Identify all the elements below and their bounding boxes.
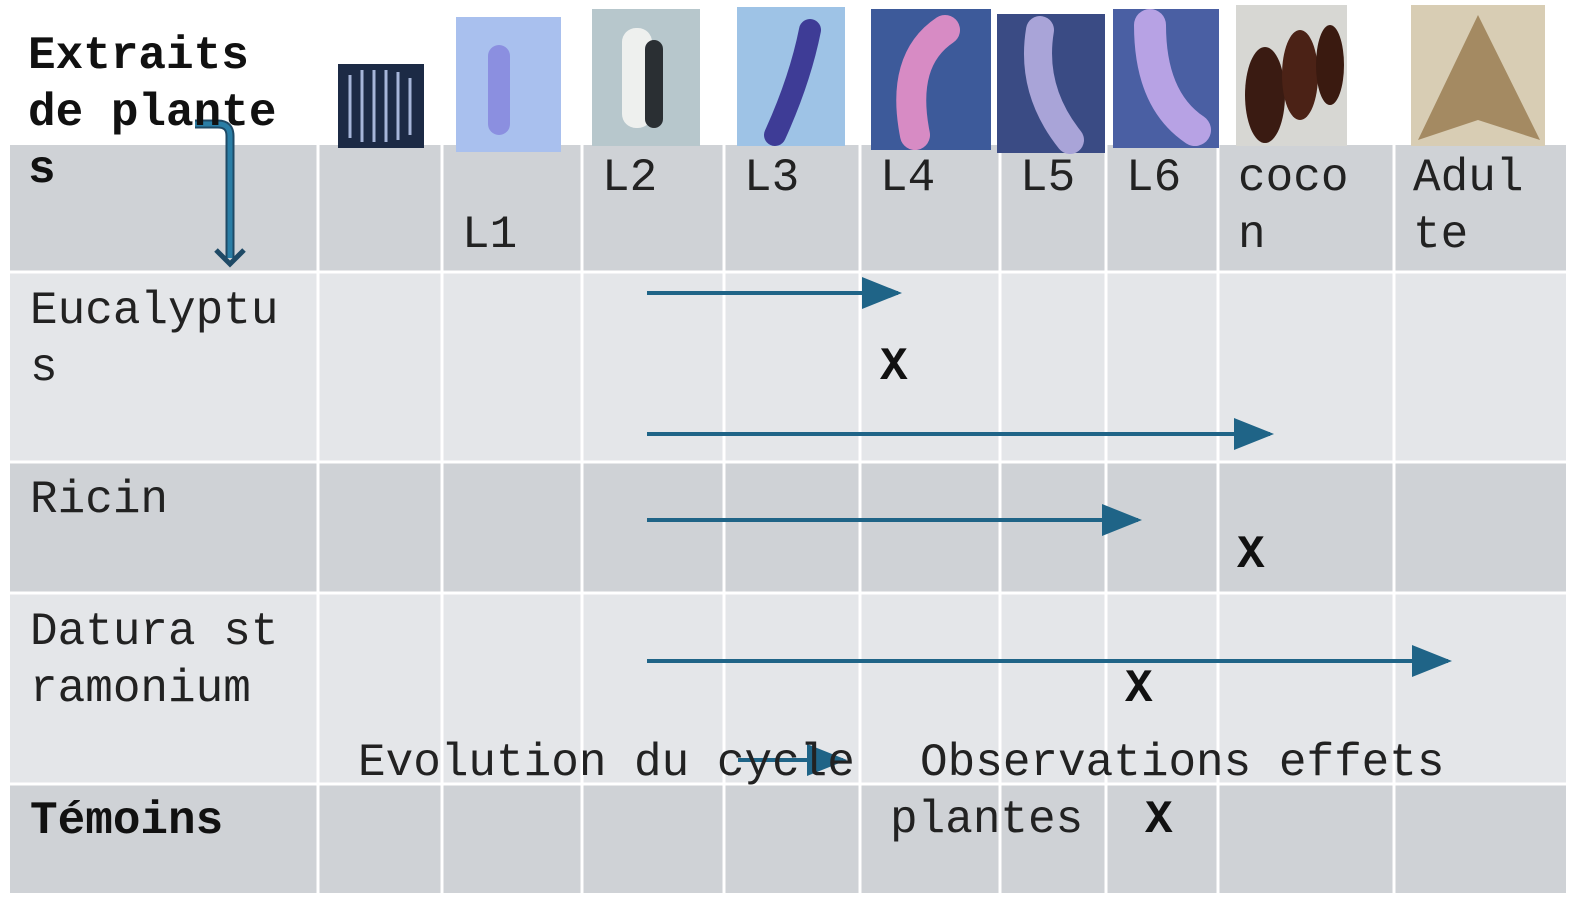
row-label: Ricin: [30, 472, 290, 529]
x-mark: X: [1125, 661, 1153, 718]
legend-x-text: Observations effets plantes: [890, 735, 1470, 849]
column-header: Adulte: [1413, 150, 1533, 264]
legend-arrow-text: Evolution du cycle: [358, 735, 855, 792]
corner-header: Extraits de plantes: [28, 28, 288, 199]
stage-images: [338, 5, 1545, 153]
column-header: cocon: [1238, 150, 1358, 264]
x-mark: X: [1237, 527, 1265, 584]
column-header: L5: [1020, 150, 1075, 207]
row-label: Témoins: [30, 793, 290, 850]
column-header: L3: [744, 150, 799, 207]
column-header: L2: [602, 150, 657, 207]
column-header: L6: [1126, 150, 1181, 207]
row-label: Eucalyptus: [30, 283, 290, 397]
page: Extraits de plantes L1 L2 L3 L4 L5 L6 co…: [0, 0, 1591, 906]
x-mark: X: [880, 339, 908, 396]
column-header: L4: [880, 150, 935, 207]
row-label: Datura stramonium: [30, 604, 290, 718]
column-header: L1: [462, 207, 517, 264]
